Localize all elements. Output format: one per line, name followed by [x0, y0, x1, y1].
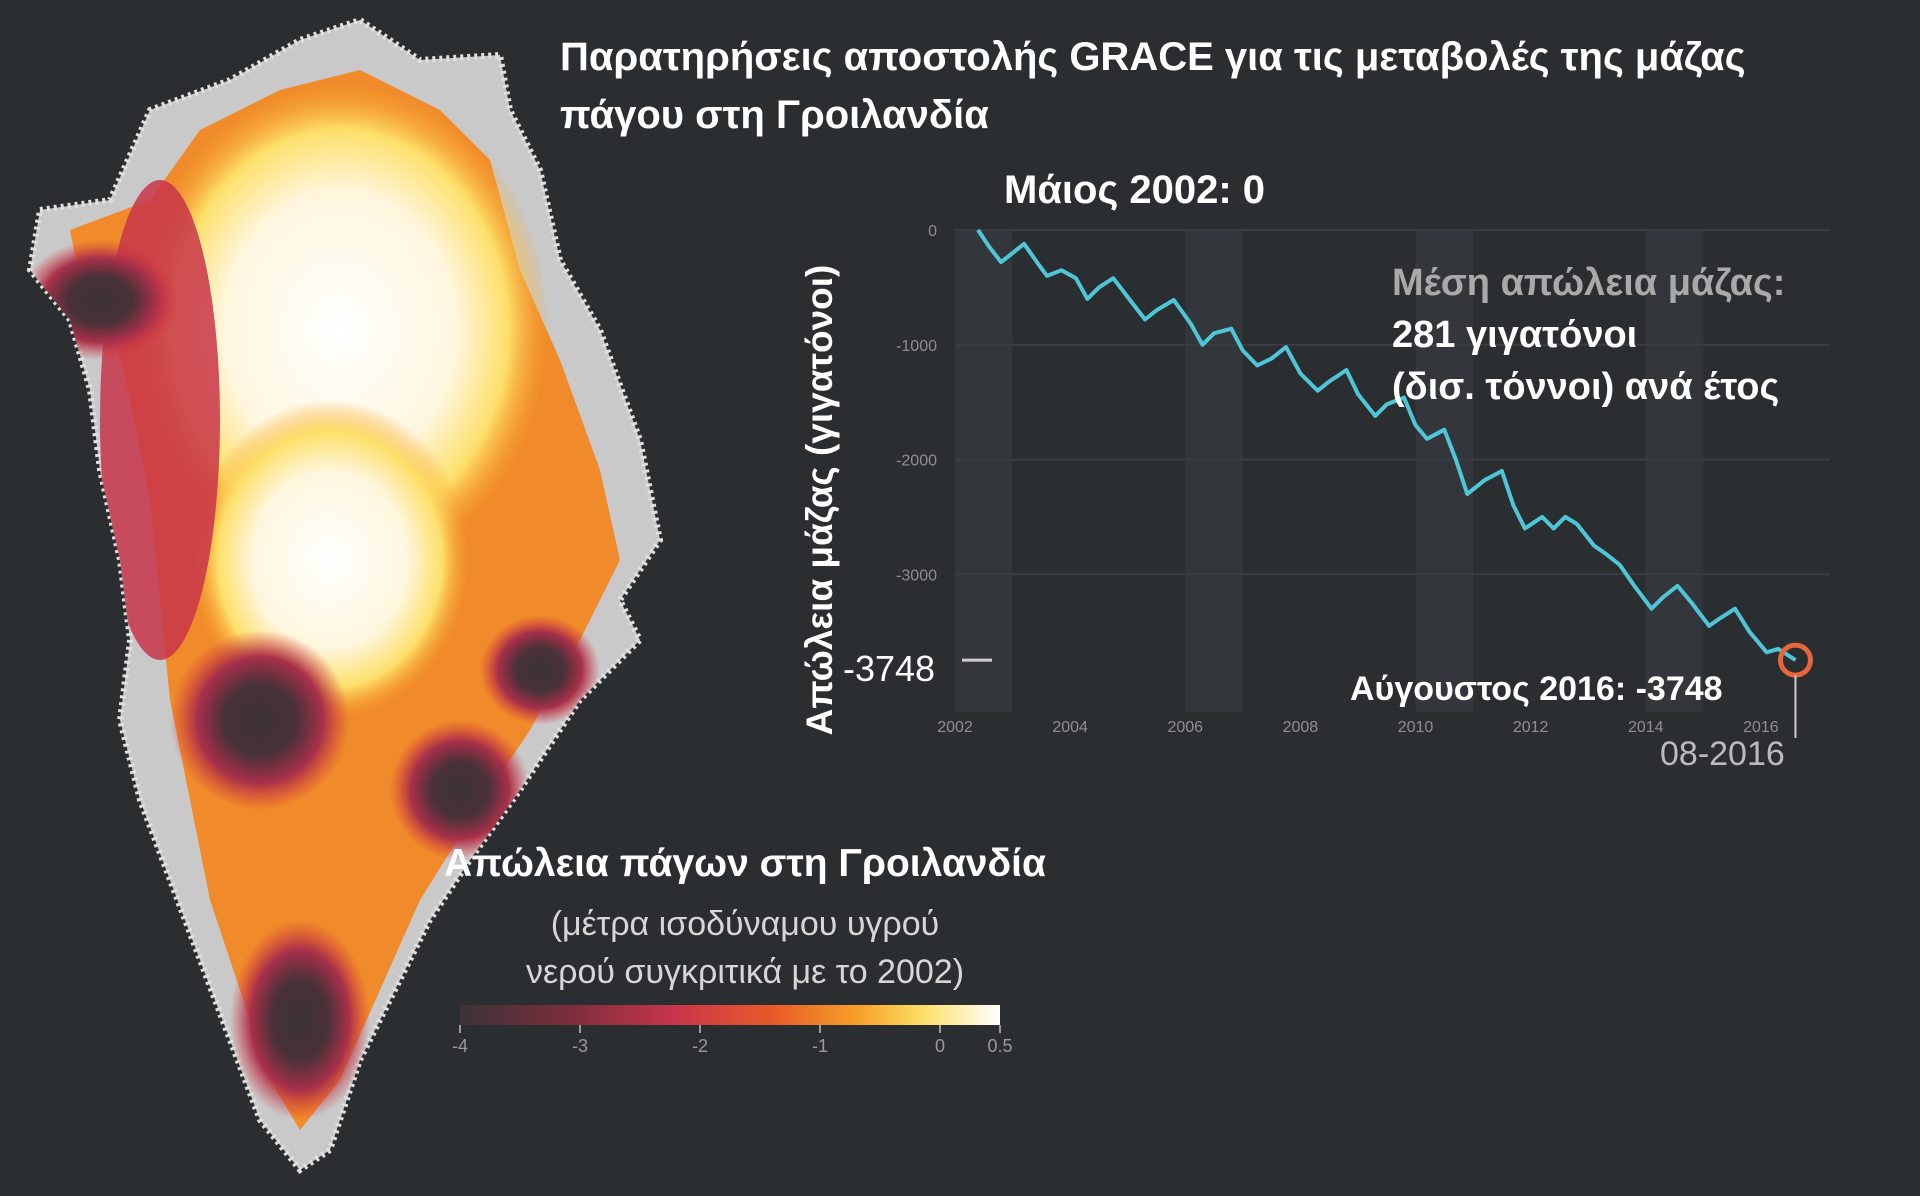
x-tick-label: 2012 [1513, 719, 1549, 736]
average-loss-value: 281 γιγατόνοι [1392, 314, 1638, 356]
legend-subtitle: (μέτρα ισοδύναμου υγρού νερού συγκριτικά… [430, 900, 1060, 996]
ice-loss-east [480, 615, 600, 725]
start-annotation: Μάιος 2002: 0 [1004, 168, 1266, 212]
colorbar-tick-label: 0.5 [987, 1036, 1012, 1056]
colorbar [460, 1005, 1000, 1025]
average-loss-label: Μέση απώλεια μάζας: [1392, 262, 1786, 304]
x-tick-label: 2006 [1167, 719, 1203, 736]
x-tick-label: 2014 [1628, 719, 1664, 736]
y-tick-label: -2000 [896, 453, 937, 470]
colorbar-tick-label: -4 [452, 1036, 468, 1056]
legend-subtitle-line2: νερού συγκριτικά με το 2002) [525, 953, 965, 991]
end-annotation: Αύγουστος 2016: -3748 [1350, 670, 1723, 708]
x-tick-label: 2016 [1743, 719, 1779, 736]
chart-title: Παρατηρήσεις αποστολής GRACE για τις μετ… [560, 35, 1746, 137]
grid-band [1415, 230, 1474, 712]
grid-band [1185, 230, 1243, 712]
x-tick-label: 2010 [1398, 719, 1434, 736]
ice-loss-south [230, 920, 370, 1120]
end-date-label: 08-2016 [1660, 735, 1785, 773]
grid-band [1645, 230, 1704, 712]
ice-loss-nw [30, 240, 180, 360]
colorbar-tick-label: -1 [812, 1036, 828, 1056]
colorbar-tick-label: -3 [572, 1036, 588, 1056]
y-tick-label: 0 [928, 223, 937, 240]
legend-title: Απώλεια πάγων στη Γροιλανδία [444, 842, 1046, 885]
colorbar-tick-label: 0 [935, 1036, 945, 1056]
x-tick-label: 2004 [1052, 719, 1088, 736]
ice-loss-southeast [390, 720, 530, 860]
y-tick-label: -3000 [896, 567, 937, 584]
series-line-mass-loss [976, 228, 1797, 662]
y-tick-label: -1000 [896, 338, 937, 355]
marked-value-label: -3748 [843, 648, 936, 689]
y-axis-label: Απώλεια μάζας (γιγατόνοι) [799, 264, 840, 736]
grid-band [955, 230, 1013, 712]
legend-subtitle-line1: (μέτρα ισοδύναμου υγρού [550, 905, 940, 943]
chart: 2002 2004 2006 2008 2010 2012 2014 2016 0 -1000 -… [896, 223, 1830, 738]
average-loss-unit: (δισ. τόννοι) ανά έτος [1392, 366, 1780, 408]
x-tick-label: 2002 [937, 719, 973, 736]
colorbar-legend: -4 -3 -2 -1 0 0.5 [452, 1005, 1013, 1056]
greenland-map [26, 16, 664, 1175]
ice-loss-west [170, 630, 350, 810]
x-tick-label: 2008 [1283, 719, 1319, 736]
colorbar-tick-label: -2 [692, 1036, 708, 1056]
